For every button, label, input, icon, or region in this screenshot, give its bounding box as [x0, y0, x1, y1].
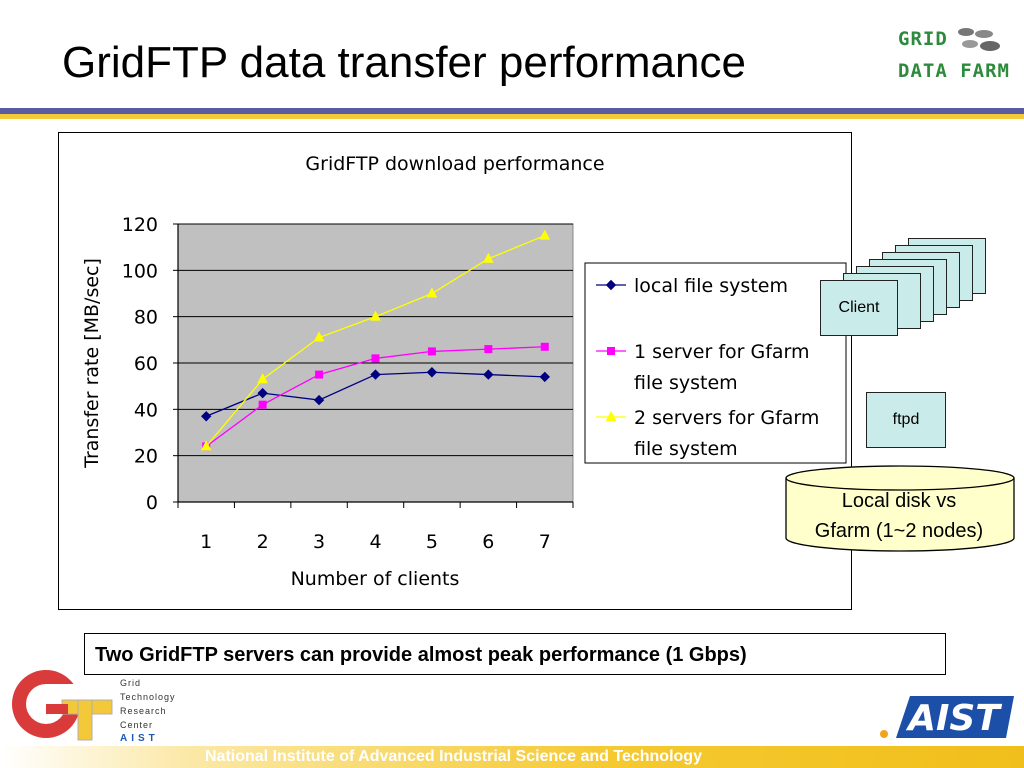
y-tick-label: 40: [134, 399, 158, 421]
data-point-series-2: [540, 342, 549, 351]
chart-title: GridFTP download performance: [305, 153, 604, 175]
x-tick-label: 1: [200, 531, 212, 553]
gtrc-logo-icon: [12, 670, 113, 741]
y-tick-label: 120: [122, 214, 158, 236]
data-point-series-3: [313, 331, 325, 342]
y-tick-label: 100: [122, 260, 158, 282]
data-point-series-3: [426, 287, 438, 298]
legend-label-1: local file system: [634, 275, 788, 297]
data-point-series-1: [257, 387, 268, 399]
legend-marker-2: [607, 347, 615, 355]
legend-label-3: 2 servers for Gfarm: [634, 407, 819, 429]
series-layer: [200, 229, 551, 451]
data-point-series-2: [371, 354, 380, 363]
y-tick-label: 80: [134, 307, 158, 329]
datafarm-blobs-icon: [958, 28, 1000, 51]
gtrc-line-grid: Grid: [120, 678, 142, 688]
data-point-series-1: [539, 371, 550, 383]
disk-label: Local disk vs Gfarm (1~2 nodes): [784, 486, 1014, 546]
performance-chart: GridFTP download performance 0 20 40 60 80 10…: [81, 153, 847, 590]
y-tick-label: 60: [134, 353, 158, 375]
logo-line-2: DATA FARM: [898, 60, 1010, 82]
data-point-series-1: [201, 411, 212, 422]
data-point-series-3: [539, 229, 551, 240]
legend-box: [584, 262, 847, 464]
data-point-series-2: [258, 400, 267, 409]
data-point-series-1: [370, 369, 381, 380]
y-tick-label: 20: [134, 446, 158, 468]
y-tick-label: 0: [146, 492, 158, 514]
client-box-front: Client: [820, 280, 898, 336]
aist-logo-text: AIST: [905, 698, 1002, 739]
x-tick-label: 4: [369, 531, 381, 553]
x-axis-label: Number of clients: [291, 568, 460, 590]
legend-marker-3: [605, 410, 617, 421]
header-rule-yellow: [0, 114, 1024, 119]
legend-marker-1: [605, 279, 617, 291]
logo-line-1: GRID: [898, 28, 948, 50]
gtrc-line-center: Center: [120, 720, 154, 730]
data-point-series-1: [483, 369, 494, 380]
gtrc-line-aist: AIST: [120, 733, 159, 744]
data-point-series-1: [313, 394, 325, 406]
client-label: Client: [838, 299, 880, 316]
header-rule-purple: [0, 108, 1024, 114]
data-point-series-1: [426, 367, 438, 378]
disk-label-line-2: Gfarm (1~2 nodes): [814, 520, 984, 542]
slide-title: GridFTP data transfer performance: [62, 38, 746, 87]
legend-label-2: file system: [634, 372, 738, 394]
aist-logo: AIST: [880, 696, 1014, 739]
data-point-series-2: [315, 370, 324, 379]
data-point-series-3: [483, 252, 494, 263]
footer-text: National Institute of Advanced Industria…: [205, 748, 702, 765]
footer-bar: [0, 746, 1024, 768]
data-point-series-3: [257, 373, 268, 384]
gtrc-line-technology: Technology: [120, 692, 176, 702]
gtrc-text: Grid Technology Research Center AIST: [120, 676, 176, 746]
data-point-series-3: [200, 440, 212, 451]
data-point-series-2: [484, 345, 493, 354]
legend-label-3: file system: [634, 438, 738, 460]
legend-label-2: 1 server for Gfarm: [634, 341, 810, 363]
x-tick-label: 6: [482, 531, 494, 553]
y-axis-label: Transfer rate [MB/sec]: [81, 258, 103, 469]
gtrc-line-research: Research: [120, 706, 167, 716]
x-tick-label: 5: [426, 531, 438, 553]
data-point-series-3: [370, 310, 381, 321]
disk-cylinder-icon: [785, 465, 1015, 552]
conclusion-callout: Two GridFTP servers can provide almost p…: [84, 633, 946, 675]
disk-label-line-1: Local disk vs: [841, 490, 957, 512]
x-tick-label: 2: [257, 531, 269, 553]
x-tick-label: 3: [313, 531, 325, 553]
data-point-series-2: [427, 347, 436, 356]
axes: 0 20 40 60 80 100 120 1 2 3 4 5 6 7: [122, 214, 574, 553]
legend: local file system 1 server for Gfarm file …: [596, 275, 819, 460]
x-tick-label: 7: [539, 531, 551, 553]
grid-datafarm-logo: GRID DATA FARM: [896, 26, 1009, 88]
ftpd-box: ftpd: [866, 392, 946, 448]
